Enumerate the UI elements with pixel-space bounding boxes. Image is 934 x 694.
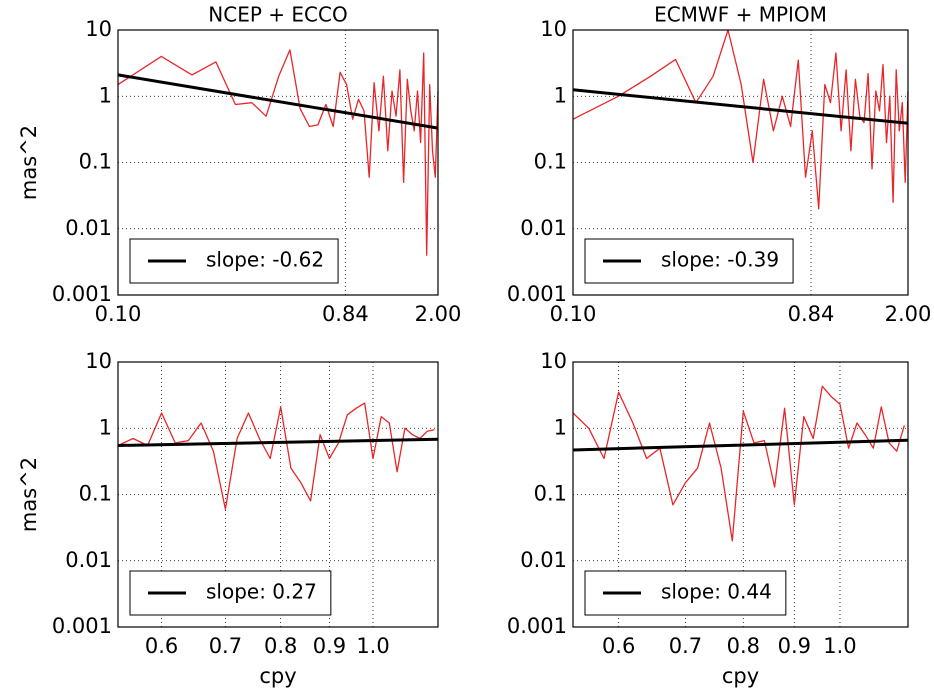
x-tick-label: 0.8: [264, 634, 297, 658]
x-axis-label: cpy: [722, 664, 759, 688]
y-tick-label: 1: [99, 415, 112, 439]
y-tick-label: 10: [85, 349, 112, 373]
fit-line: [572, 438, 909, 452]
y-tick-label: 0.1: [79, 150, 112, 174]
legend-label: slope: -0.62: [206, 248, 324, 272]
y-tick-label: 0.1: [534, 482, 567, 506]
x-tick-label: 0.8: [727, 634, 760, 658]
y-tick-label: 1: [554, 83, 567, 107]
axes-frame: [572, 361, 909, 628]
legend: slope: 0.44: [584, 570, 787, 616]
x-tick-label: 0.84: [788, 302, 835, 326]
x-tick-label: 0.84: [322, 302, 369, 326]
subplot-title: NCEP + ECCO: [208, 3, 347, 27]
y-tick-label: 0.001: [507, 614, 567, 638]
y-tick-label: 1: [554, 415, 567, 439]
y-tick-label: 10: [540, 17, 567, 41]
y-axis-label: mas^2: [17, 125, 41, 200]
x-tick-label: 2.00: [885, 302, 932, 326]
subplot: 0.001 0.01 0.1 1 10 0.10 0.84 2.00 ECMWF + MPIOM…: [507, 3, 932, 327]
x-tick-label: 0.6: [602, 634, 635, 658]
x-tick-label: 0.7: [669, 634, 702, 658]
y-tick-label: 0.01: [520, 216, 567, 240]
axes-frame: [117, 361, 439, 628]
subplot: 0.001 0.01 0.1 1 10 0.6 0.7 0.8 0.9 1.0 cpy slope: …: [507, 349, 909, 688]
y-tick-label: 0.001: [52, 282, 112, 306]
y-tick-label: 0.001: [507, 282, 567, 306]
legend: slope: -0.62: [129, 238, 339, 284]
x-tick-label: 0.10: [95, 302, 142, 326]
y-axis-label: mas^2: [17, 457, 41, 532]
x-tick-label: 2.00: [415, 302, 462, 326]
axes-frame: [117, 29, 439, 296]
x-axis-label: cpy: [259, 664, 296, 688]
legend: slope: -0.39: [584, 238, 794, 284]
x-tick-label: 0.6: [145, 634, 178, 658]
y-tick-label: 1: [99, 83, 112, 107]
data-line: [572, 29, 909, 210]
y-tick-label: 0.001: [52, 614, 112, 638]
axes-frame: [572, 29, 909, 296]
subplot: 0.001 0.01 0.1 1 10 0.6 0.7 0.8 0.9 1.0 mas^2 cpy sl…: [17, 349, 439, 688]
subplot: 0.001 0.01 0.1 1 10 0.10 0.84 2.00 NCEP + ECCO ma…: [17, 3, 461, 327]
y-tick-label: 0.01: [65, 216, 112, 240]
y-tick-label: 10: [85, 17, 112, 41]
x-tick-label: 1.0: [356, 634, 389, 658]
x-tick-label: 0.10: [550, 302, 597, 326]
fit-line: [117, 73, 439, 130]
y-tick-label: 10: [540, 349, 567, 373]
data-line: [572, 385, 905, 542]
x-tick-label: 0.7: [209, 634, 242, 658]
fit-line: [572, 88, 909, 125]
legend-label: slope: 0.44: [661, 580, 772, 604]
legend-label: slope: -0.39: [661, 248, 779, 272]
data-line: [117, 402, 435, 510]
legend-label: slope: 0.27: [206, 580, 317, 604]
legend: slope: 0.27: [129, 570, 332, 616]
fit-line: [117, 437, 439, 447]
y-tick-label: 0.01: [65, 548, 112, 572]
subplot-title: ECMWF + MPIOM: [654, 3, 827, 27]
y-tick-label: 0.1: [534, 150, 567, 174]
x-tick-label: 1.0: [823, 634, 856, 658]
x-tick-label: 0.9: [313, 634, 346, 658]
y-tick-label: 0.01: [520, 548, 567, 572]
y-tick-label: 0.1: [79, 482, 112, 506]
x-tick-label: 0.9: [778, 634, 811, 658]
